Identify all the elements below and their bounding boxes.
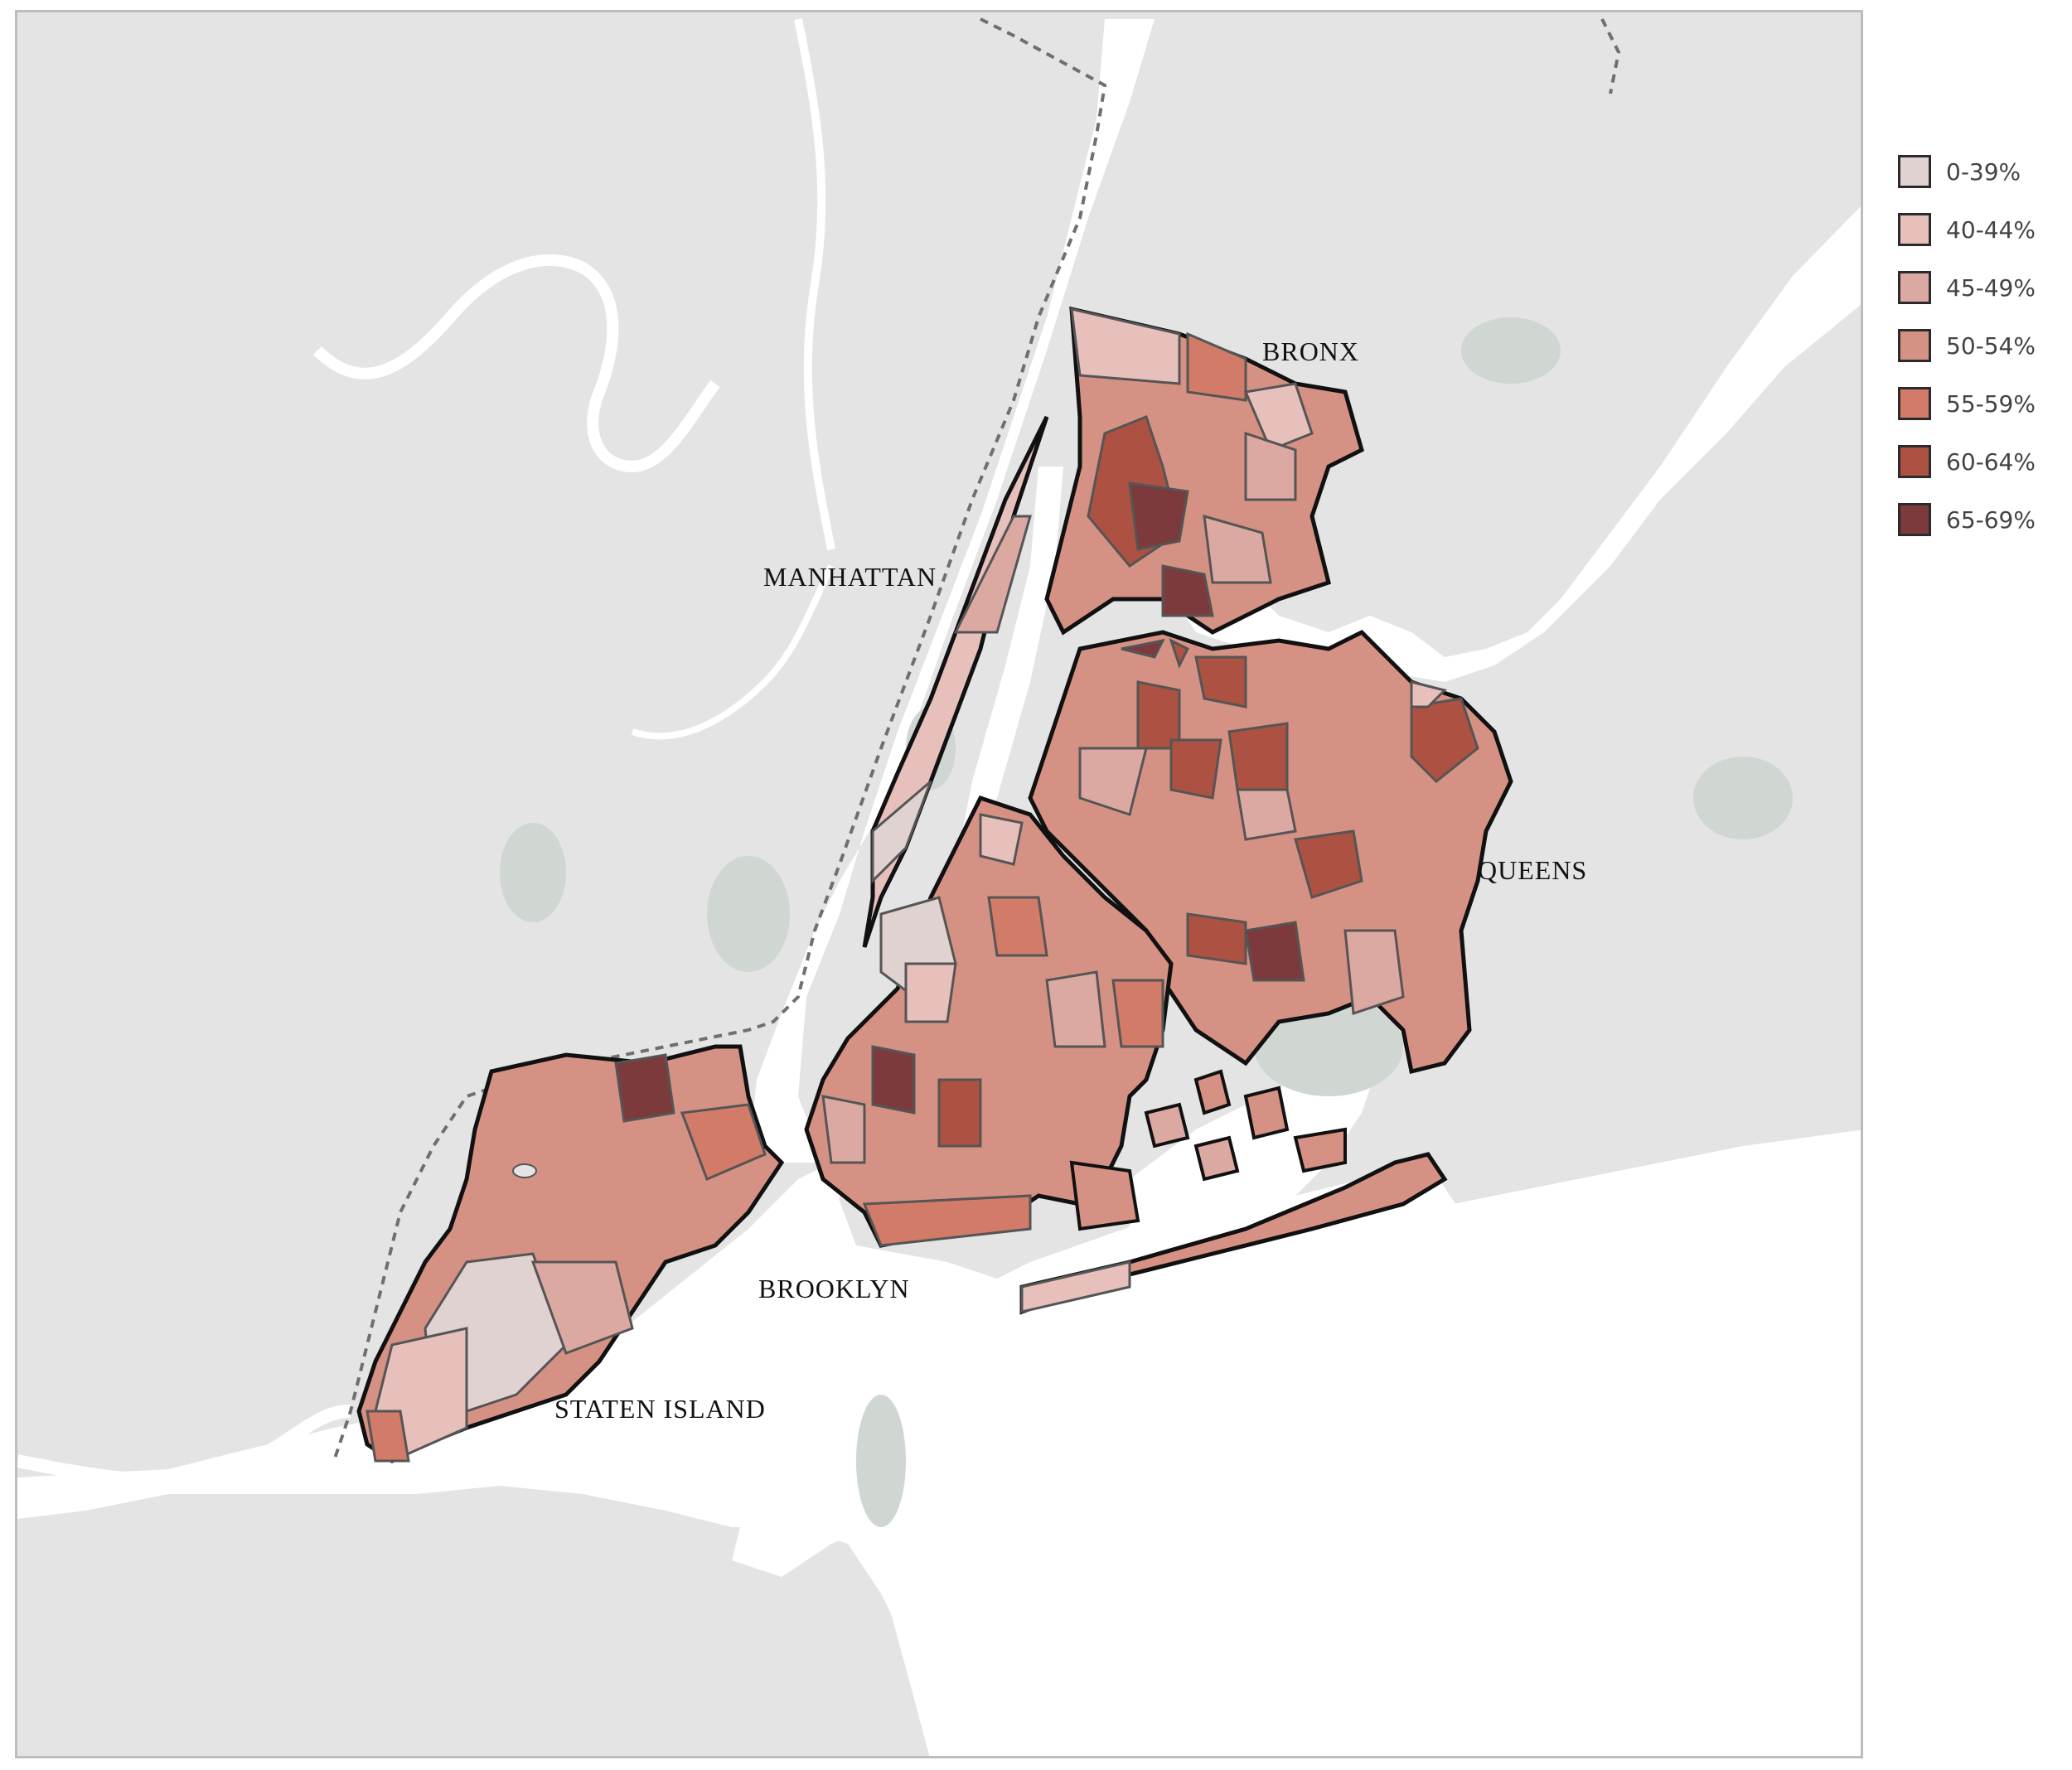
legend-swatch [1898,445,1931,478]
bay-island [1144,1102,1190,1149]
park-area [500,823,566,922]
manhattan-tract [871,780,932,884]
bronx-tract [1203,514,1272,584]
legend-swatch [1898,503,1931,536]
brooklyn-tract [821,1095,866,1164]
queens-tract [1169,638,1190,669]
queens-label: QUEENS [1478,855,1587,885]
brooklyn-tract [871,1045,916,1115]
legend-label: 45-49% [1946,273,2036,302]
bay-island [1193,1135,1240,1182]
legend-label: 50-54% [1946,331,2036,360]
park-area [707,856,790,972]
queens-tract [1227,722,1289,791]
bronx-tract [1243,382,1314,452]
sandy-hook-bay [873,1477,997,1756]
legend-item: 50-54% [1898,317,2036,375]
bay-island [1069,1160,1140,1231]
raritan-river [17,1405,351,1487]
queens-tract [1410,697,1479,784]
legend-swatch [1898,271,1931,304]
bay-island [1293,1127,1347,1173]
hackensack-river [794,18,835,550]
legend-label: 60-64% [1946,447,2036,476]
park-area [1693,757,1793,839]
bay-island [1243,1086,1290,1140]
newark-creek [631,564,835,740]
staten-island-tract [530,1260,634,1355]
park-area [1461,317,1561,384]
legend-item: 55-59% [1898,375,2036,433]
queens-tract [1294,829,1363,899]
legend-swatch [1898,387,1931,420]
rockaway-tract [1020,1260,1131,1313]
queens-tract [1121,638,1165,659]
bronx-label: BRONX [1262,336,1359,366]
brooklyn-tract [862,1194,1032,1247]
manhattan-tract [953,515,1032,634]
staten-island-tract [680,1103,767,1181]
brooklyn-tract [937,1078,982,1148]
map-canvas: MANHATTAN BRONX QUEENS BROOKLYN STATEN I… [17,12,1861,1756]
state-border-north [1600,18,1621,94]
east-river [1163,206,1861,682]
park-layer [500,317,1793,1527]
brooklyn-tract [979,813,1024,866]
bronx-tract [1070,307,1181,385]
legend-item: 45-49% [1898,259,2036,317]
bronx-tract [1244,431,1297,501]
staten-island-tract [614,1053,675,1123]
legend-item: 65-69% [1898,491,2036,549]
queens-tract [1244,921,1305,982]
queens-tract [1078,747,1148,816]
bronx-tract [1128,481,1189,551]
legend: 0-39% 40-44% 45-49% 50-54% 55-59% 60-64%… [1898,143,2036,549]
harlem-river [956,467,1063,864]
queens-tract [1194,655,1247,708]
staten-island-tract [366,1410,410,1463]
queens-tract [1136,680,1181,750]
lake-icon [512,1163,537,1178]
brooklyn-tract [987,896,1048,957]
manhattan-label: MANHATTAN [763,562,937,592]
lower-bay [17,1129,1861,1756]
legend-item: 60-64% [1898,433,2036,491]
legend-label: 0-39% [1946,157,2021,186]
bronx-tract [1161,564,1214,617]
state-border [332,17,1107,1462]
bay-island [1193,1069,1232,1115]
queens-tract [1343,929,1405,1016]
legend-swatch [1898,329,1931,362]
neighborhood-layer [356,306,1513,1463]
legend-item: 0-39% [1898,143,2036,201]
queens-tract [1186,912,1247,965]
passaic-river [313,254,720,473]
queens-tract [1236,788,1297,841]
queens-tract [1410,680,1447,708]
legend-label: 65-69% [1946,505,2036,534]
legend-label: 40-44% [1946,215,2036,244]
brooklyn-tract [904,962,957,1023]
park-area [856,1395,906,1527]
water-layer [17,18,1861,1756]
bronx-tract [1186,331,1247,402]
staten-island-label: STATEN ISLAND [554,1394,766,1424]
legend-swatch [1898,213,1931,246]
map-frame: MANHATTAN BRONX QUEENS BROOKLYN STATEN I… [15,10,1863,1758]
brooklyn-tract [1045,970,1106,1048]
queens-tract [1169,738,1222,800]
legend-item: 40-44% [1898,201,2036,259]
legend-label: 55-59% [1946,389,2036,418]
brooklyn-tract [1111,979,1164,1048]
legend-swatch [1898,155,1931,188]
brooklyn-label: BROOKLYN [758,1274,910,1303]
